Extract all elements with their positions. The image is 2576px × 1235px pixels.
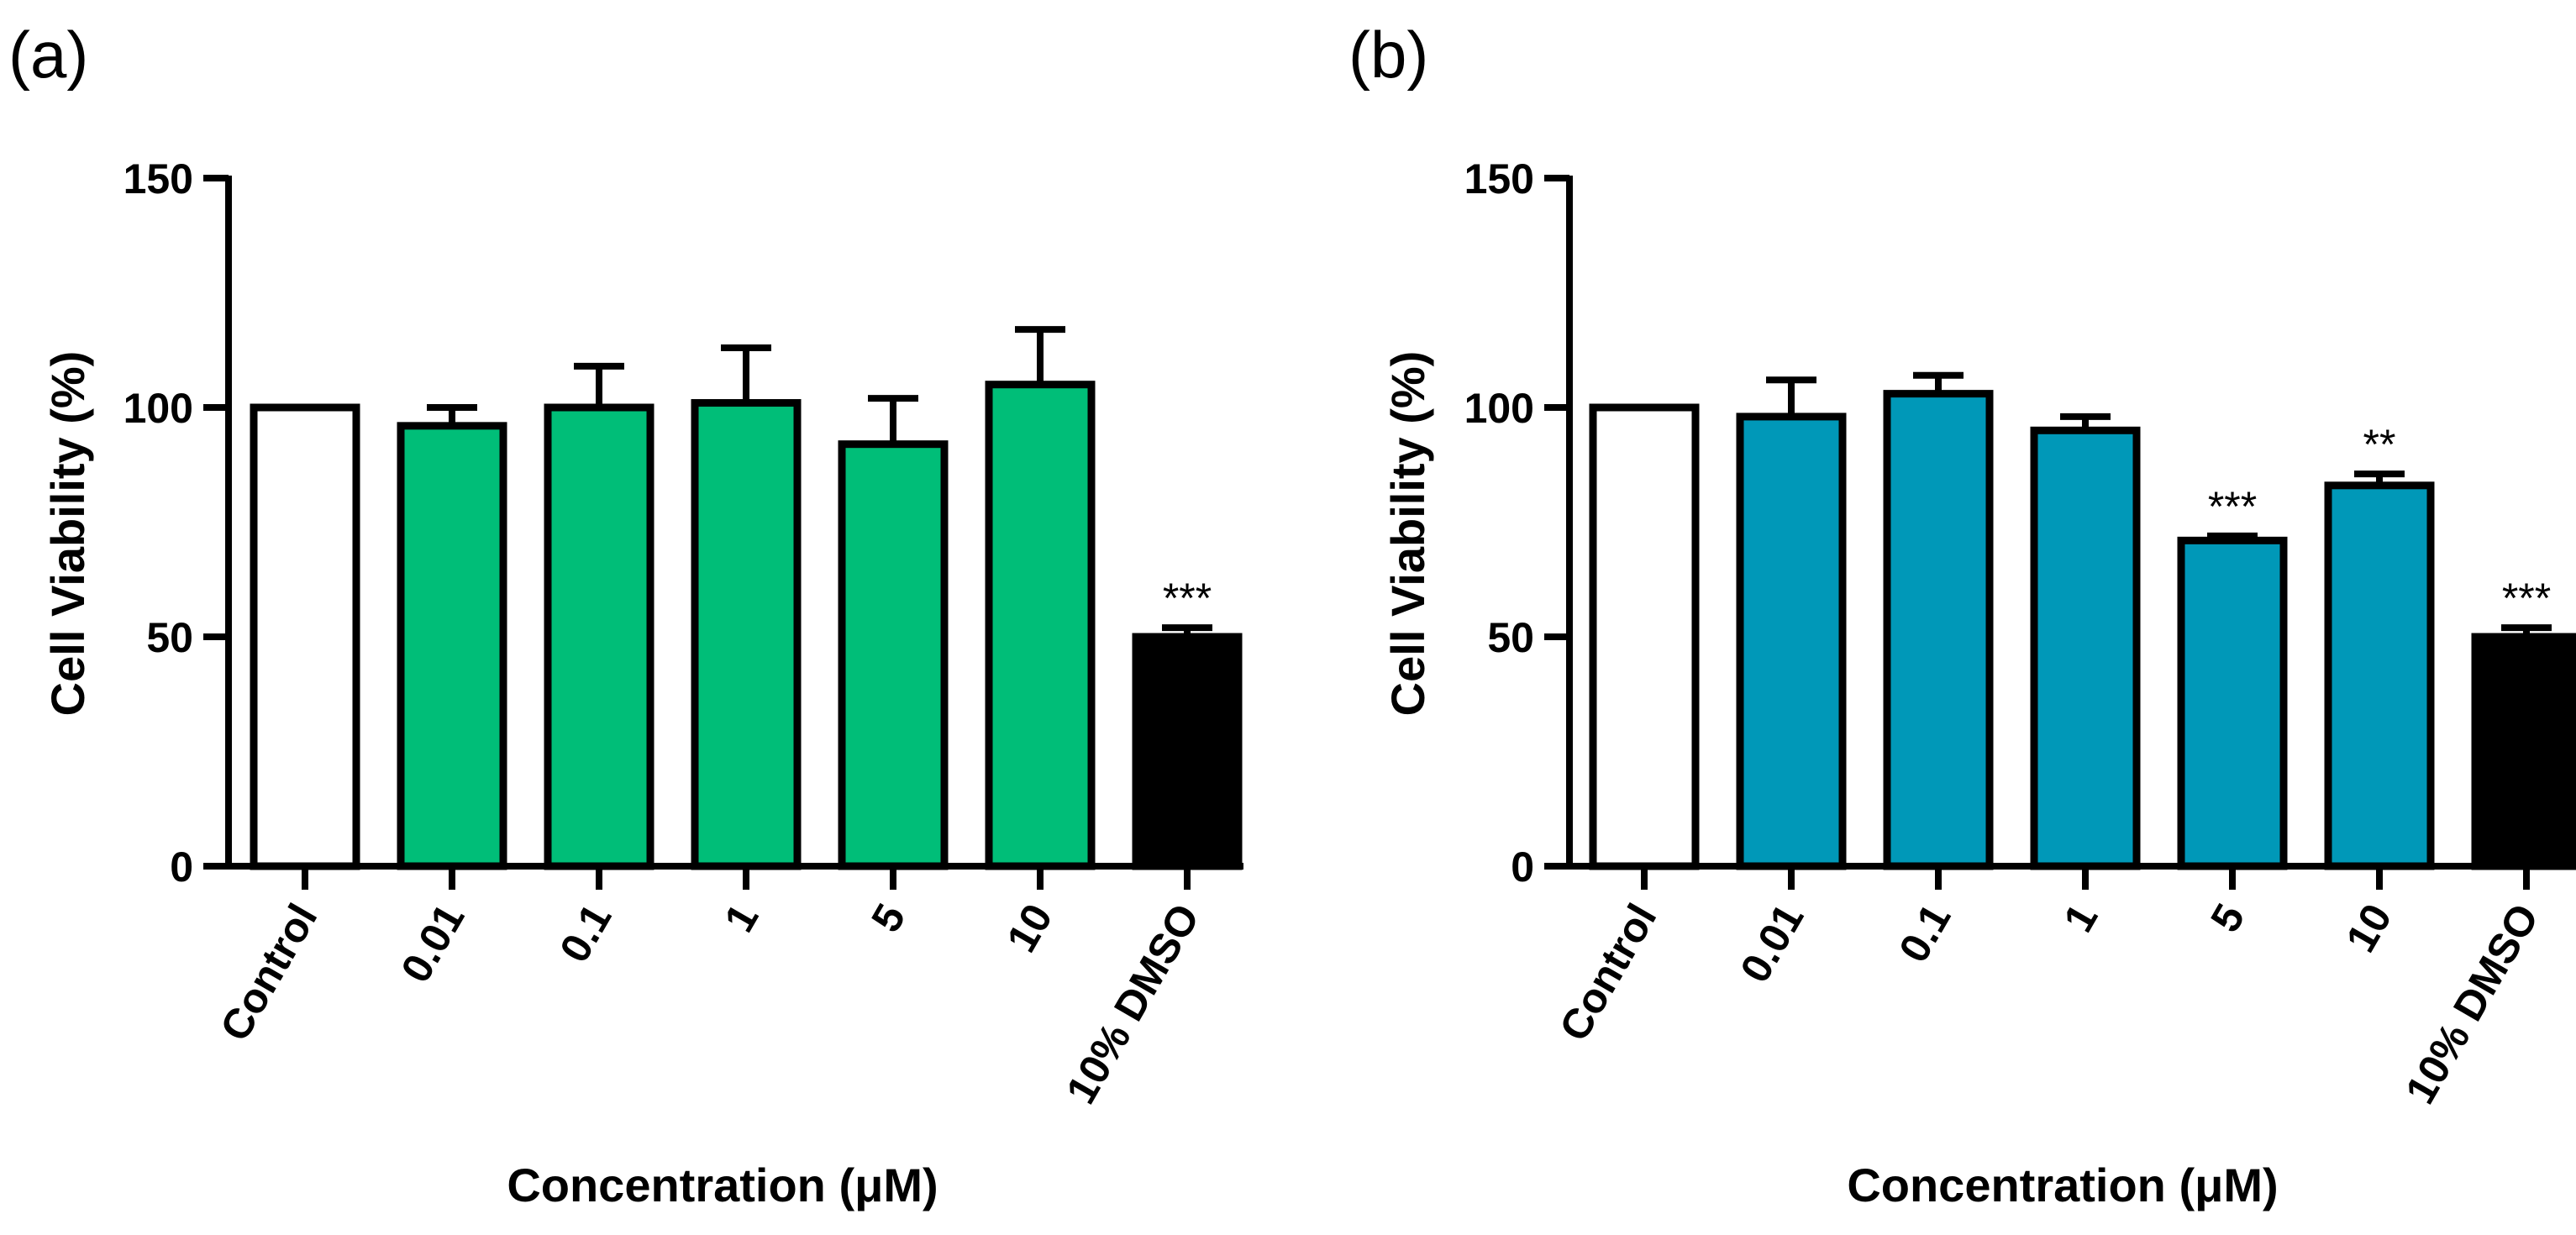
panel-b-x-tick-label: 10% DMSO [2396,896,2547,1112]
panel-b-x-tick-label: 10 [2337,896,2400,960]
panel-a-y-axis-label: Cell Viability (%) [41,351,94,717]
panel-b-bar [1589,403,1700,870]
panel-b-bar [2030,426,2141,870]
panel-a-bar [838,440,949,870]
panel-a-letter: (a) [8,18,88,92]
panel-b-significance-label: ** [2363,421,2396,468]
panel-b-x-tick-label: Control [1550,896,1665,1049]
panel-a-y-tick-label: 100 [124,385,193,432]
panel-b-x-tick-label: 0.1 [1890,896,1959,970]
panel-a-x-tick-label: 0.1 [550,896,620,970]
panel-a-chart: (a) Cell Viability (%) Concentration (μM… [8,18,1243,1211]
panel-a-y-tick-label: 150 [124,155,193,202]
panel-a-y-tick-label: 0 [170,843,193,891]
panel-b-x-tick-label: 1 [2054,896,2106,940]
panel-b-y-tick-label: 0 [1511,843,1534,891]
panel-b-chart: (b) Cell Viability (%) Concentration (μM… [1348,18,2576,1211]
panel-b-bar [2471,633,2576,870]
panel-b-x-tick-label: 5 [2201,896,2253,940]
panel-b-bar [1883,390,1994,870]
panel-b-x-axis-label: Concentration (μM) [1847,1159,2278,1211]
panel-a-x-tick-label: 10 [997,896,1061,960]
panel-b-y-axis-label: Cell Viability (%) [1381,351,1434,717]
panel-b-letter: (b) [1348,18,1428,92]
panel-a-y-tick-label: 50 [146,614,193,661]
panel-a-x-tick-label: 1 [715,896,767,940]
panel-a-significance-label: *** [1163,575,1212,622]
panel-a-x-tick-label: 0.01 [392,896,473,991]
panel-b-bar [1736,413,1847,870]
panel-a-bar [1132,633,1243,870]
panel-a-x-axis-label: Concentration (μM) [507,1159,938,1211]
panel-b-y-tick-label: 150 [1464,155,1534,202]
panel-a-bar [250,403,360,870]
panel-b-bar [2177,536,2288,870]
panel-a-x-tick-label: 10% DMSO [1057,896,1208,1112]
panel-b-y-tick-label: 100 [1464,385,1534,432]
panel-b-x-tick-label: 0.01 [1731,896,1812,991]
panel-a-x-tick-label: 5 [862,896,914,940]
panel-b-significance-label: *** [2502,575,2551,622]
panel-a-bar [397,422,507,870]
panel-b-bar [2324,481,2435,870]
panel-b-significance-label: *** [2208,483,2257,530]
panel-a-bar [544,403,655,870]
panel-a-bar [985,381,1096,870]
panel-b-y-tick-label: 50 [1487,614,1534,661]
panel-a-x-tick-label: Control [211,896,326,1049]
panel-a-bar [691,399,802,870]
